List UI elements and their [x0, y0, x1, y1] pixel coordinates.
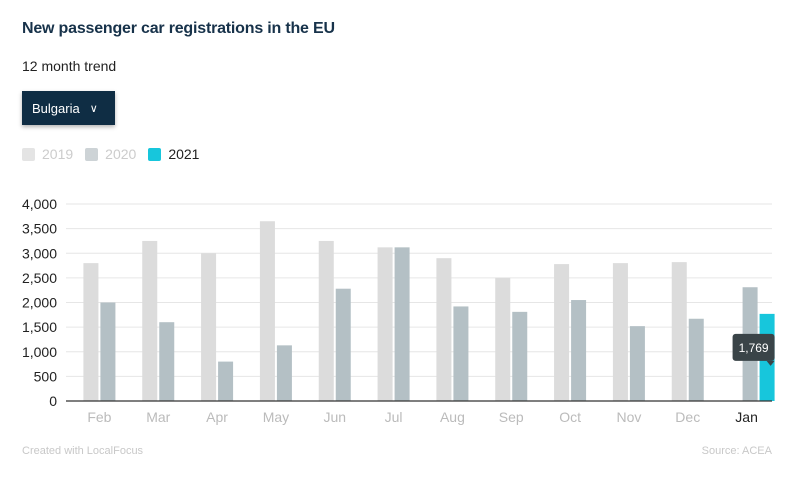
- y-tick-label: 3,500: [22, 221, 57, 237]
- bar-2020-May: [276, 345, 292, 401]
- legend-label: 2021: [168, 146, 200, 162]
- legend-swatch: [148, 147, 162, 161]
- y-tick-label: 3,000: [22, 245, 57, 261]
- legend-item-2020[interactable]: 2020: [85, 146, 136, 162]
- x-tick-label: May: [263, 409, 289, 425]
- legend-item-2019[interactable]: 2019: [22, 146, 73, 162]
- y-tick-label: 1,000: [22, 344, 57, 360]
- bar-2019-Oct: [554, 264, 570, 401]
- bar-2019-Jul: [377, 247, 393, 401]
- bar-2020-Feb: [100, 302, 116, 401]
- bar-2019-Feb: [83, 263, 99, 401]
- chevron-down-icon: ∨: [89, 102, 98, 115]
- source-text: Source: ACEA: [701, 445, 772, 457]
- x-tick-label: Apr: [206, 409, 228, 425]
- tooltip-box: [732, 333, 775, 361]
- bar-2020-Mar: [159, 322, 175, 401]
- x-tick-label: Aug: [440, 409, 465, 425]
- legend-item-2021[interactable]: 2021: [148, 146, 199, 162]
- chart-title: New passenger car registrations in the E…: [22, 20, 335, 37]
- x-tick-label: Nov: [616, 409, 641, 425]
- legend-swatch: [22, 147, 35, 161]
- country-dropdown[interactable]: Bulgaria ∨: [22, 91, 115, 125]
- y-tick-label: 500: [34, 368, 58, 384]
- y-tick-label: 0: [49, 393, 57, 409]
- legend-label: 2019: [42, 146, 74, 162]
- bar-2019-May: [259, 221, 275, 401]
- x-tick-label: Jan: [735, 409, 758, 425]
- tooltip-arrow: [766, 360, 775, 366]
- y-tick-label: 2,000: [22, 295, 57, 311]
- bar-2019-Mar: [142, 240, 158, 401]
- dropdown-value: Bulgaria: [32, 100, 80, 116]
- chart-subtitle: 12 month trend: [22, 58, 117, 74]
- legend-swatch: [85, 147, 99, 161]
- bar-2019-Nov: [612, 263, 628, 401]
- x-tick-label: Feb: [87, 409, 111, 425]
- bar-2020-Aug: [453, 306, 469, 401]
- tooltip-value: 1,769: [739, 341, 769, 355]
- bar-2020-Dec: [688, 318, 704, 401]
- bar-2020-Jul: [394, 247, 410, 401]
- y-tick-label: 2,500: [22, 270, 57, 286]
- x-tick-label: Dec: [675, 409, 700, 425]
- x-tick-label: Oct: [559, 409, 581, 425]
- bar-2020-Jun: [335, 288, 351, 401]
- bar-2019-Aug: [436, 258, 452, 401]
- y-tick-label: 1,500: [22, 319, 57, 335]
- bar-2020-Sep: [512, 311, 528, 401]
- x-tick-label: Mar: [146, 409, 170, 425]
- bar-2019-Apr: [201, 253, 217, 401]
- bar-2019-Jun: [318, 240, 334, 401]
- x-tick-label: Sep: [499, 409, 524, 425]
- bar-2020-Nov: [629, 326, 645, 401]
- bar-2020-Oct: [571, 300, 587, 401]
- x-tick-label: Jul: [385, 409, 403, 425]
- legend: 2019 2020 2021: [22, 146, 203, 162]
- bar-2019-Dec: [671, 262, 687, 401]
- bar-2020-Apr: [218, 361, 234, 401]
- x-tick-label: Jun: [323, 409, 346, 425]
- y-tick-label: 4,000: [22, 196, 57, 212]
- bar-2019-Sep: [495, 277, 511, 401]
- legend-label: 2020: [105, 146, 137, 162]
- credit-text: Created with LocalFocus: [22, 445, 144, 457]
